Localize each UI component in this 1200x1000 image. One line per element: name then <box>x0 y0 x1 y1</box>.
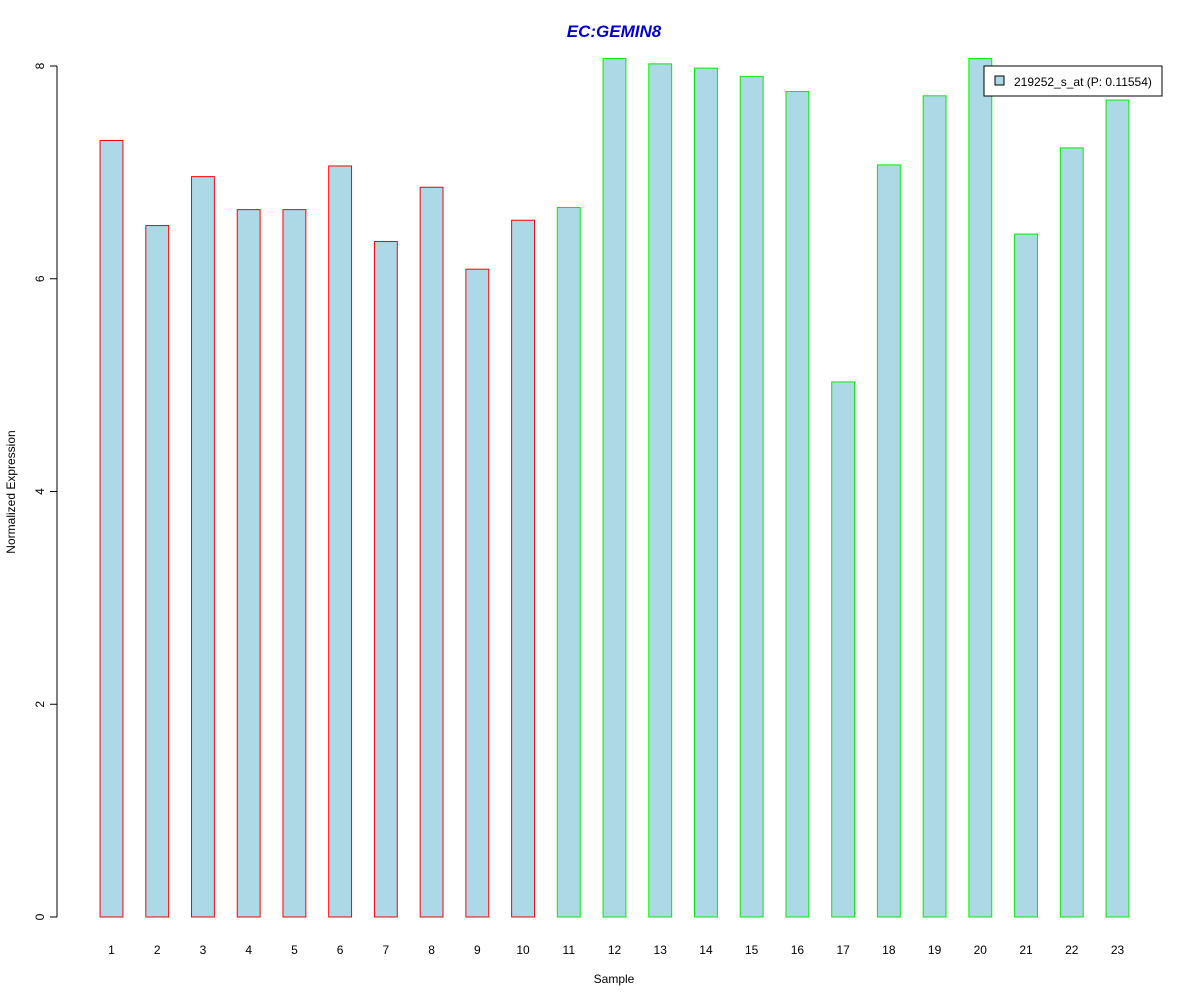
x-tick-label: 4 <box>245 943 252 957</box>
x-tick-label: 12 <box>608 943 622 957</box>
y-tick-label: 0 <box>33 913 47 920</box>
bar-sample-16 <box>785 91 810 918</box>
x-tick-label: 22 <box>1065 943 1079 957</box>
x-tick-label: 20 <box>974 943 988 957</box>
x-axis-label: Sample <box>594 972 635 986</box>
bar-sample-1 <box>99 139 124 918</box>
x-tick-label: 3 <box>200 943 207 957</box>
bar-sample-17 <box>831 381 856 918</box>
x-tick-label: 13 <box>654 943 668 957</box>
x-tick-label: 18 <box>882 943 896 957</box>
bar-sample-9 <box>465 268 490 918</box>
bar-sample-20 <box>968 58 993 918</box>
x-tick-label: 9 <box>474 943 481 957</box>
y-tick-label: 4 <box>33 488 47 495</box>
x-tick-label: 21 <box>1019 943 1033 957</box>
bar-sample-2 <box>145 225 170 918</box>
bar-sample-12 <box>602 58 627 918</box>
y-tick-label: 6 <box>33 275 47 282</box>
bar-sample-14 <box>694 67 718 918</box>
x-tick-label: 2 <box>154 943 161 957</box>
x-tick-label: 11 <box>563 943 576 957</box>
x-tick-label: 5 <box>291 943 298 957</box>
legend: 219252_s_at (P: 0.11554) <box>983 65 1163 97</box>
bar-sample-5 <box>282 209 307 918</box>
x-tick-label: 8 <box>428 943 435 957</box>
x-tick-label: 17 <box>836 943 850 957</box>
x-tick-label: 1 <box>108 943 115 957</box>
bar-sample-19 <box>922 95 947 918</box>
bar-sample-8 <box>419 186 444 918</box>
legend-label: 219252_s_at (P: 0.11554) <box>1014 75 1152 89</box>
x-tick-label: 7 <box>383 943 390 957</box>
bar-sample-22 <box>1059 147 1084 918</box>
x-tick-labels: 1 2 3 4 5 6 7 8 9 10 11 12 13 14 15 16 17 18 19 20 21 22 23 <box>108 943 1124 957</box>
legend-box <box>983 65 1163 97</box>
y-tick-label: 2 <box>33 701 47 708</box>
bar-sample-4 <box>236 209 261 918</box>
bar-sample-21 <box>1014 233 1038 918</box>
y-axis-label: Normalized Expression <box>4 430 18 553</box>
x-tick-label: 19 <box>928 943 942 957</box>
chart-title: EC:GEMIN8 <box>567 22 662 41</box>
bar-sample-18 <box>876 164 901 918</box>
bar-sample-3 <box>191 176 215 918</box>
bar-sample-13 <box>648 63 673 918</box>
bar-sample-7 <box>373 241 398 918</box>
legend-swatch <box>994 75 1005 86</box>
bars <box>99 58 1130 918</box>
x-tick-label: 6 <box>337 943 344 957</box>
x-tick-label: 23 <box>1111 943 1125 957</box>
y-tick-label: 8 <box>33 62 47 69</box>
x-tick-label: 10 <box>516 943 530 957</box>
bar-sample-15 <box>739 76 764 918</box>
bar-sample-10 <box>511 219 535 918</box>
bar-sample-23 <box>1105 99 1130 918</box>
y-axis: 0 2 4 6 8 <box>33 62 58 920</box>
bar-sample-11 <box>556 206 581 918</box>
x-tick-label: 15 <box>745 943 759 957</box>
bar-sample-6 <box>328 165 353 918</box>
x-tick-label: 16 <box>791 943 805 957</box>
x-tick-label: 14 <box>699 943 713 957</box>
